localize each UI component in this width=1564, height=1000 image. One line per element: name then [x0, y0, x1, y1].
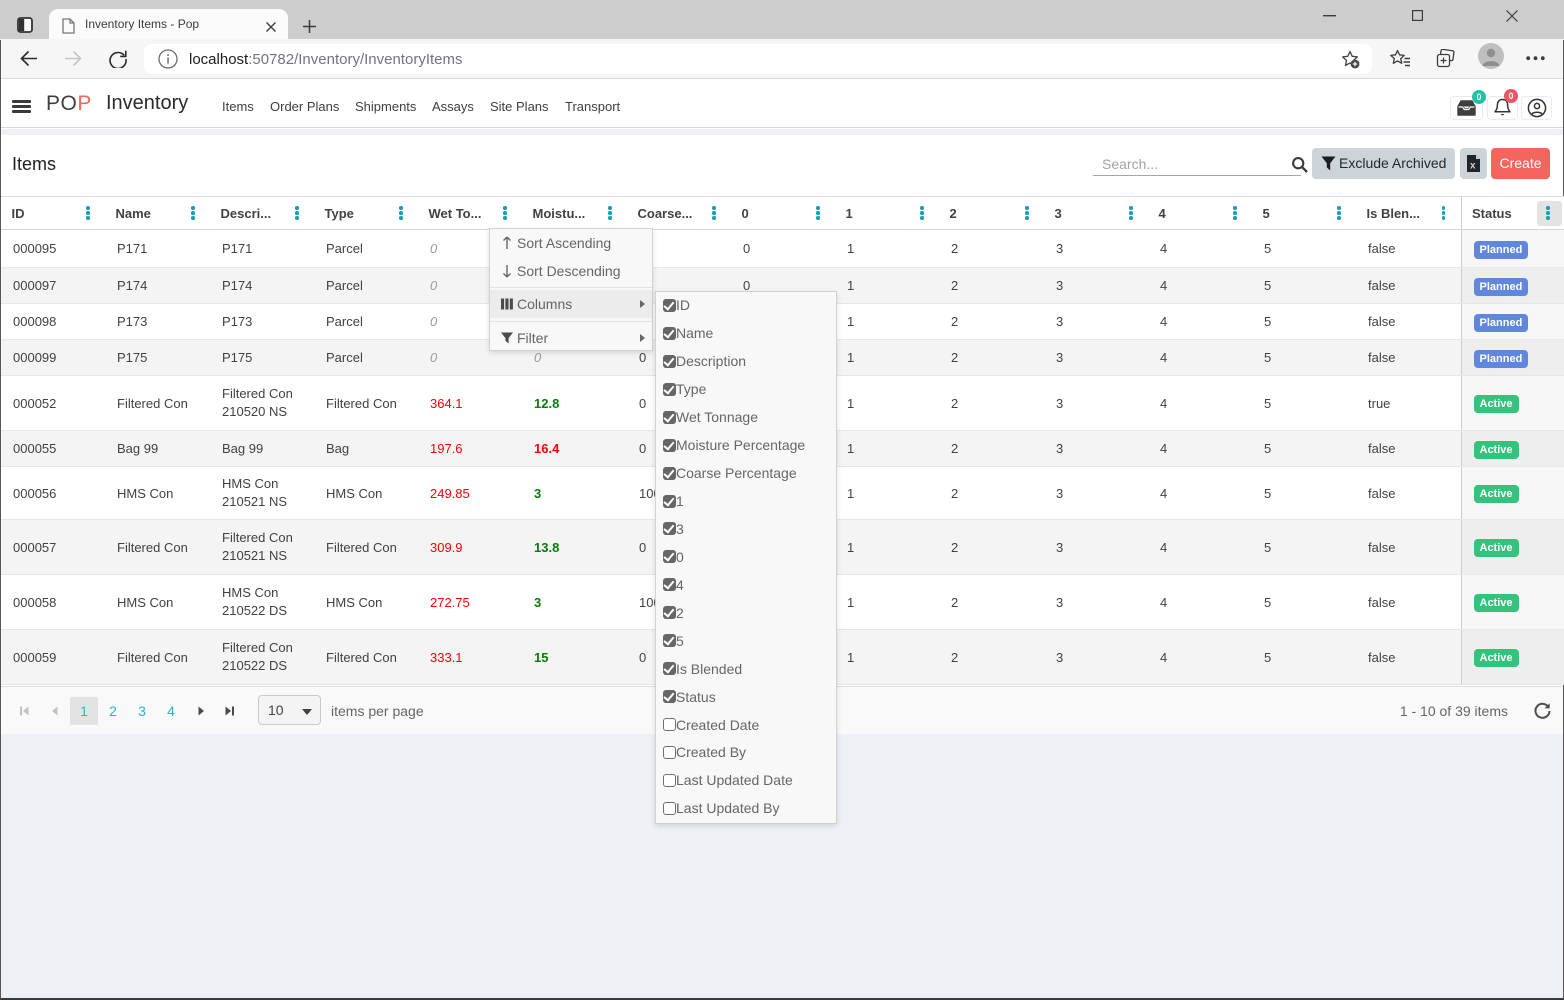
svg-text:x: x	[1470, 161, 1476, 172]
